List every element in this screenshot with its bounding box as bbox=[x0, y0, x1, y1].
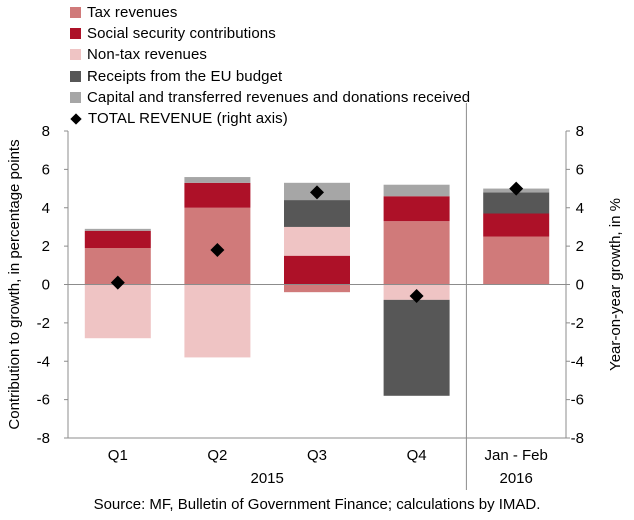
x-tick-label: Q2 bbox=[207, 447, 227, 464]
y2-tick-label: 4 bbox=[576, 200, 584, 217]
legend-label: TOTAL REVENUE (right axis) bbox=[88, 110, 288, 128]
bar-segment bbox=[483, 236, 550, 285]
legend-swatch-non-tax-revenues bbox=[70, 49, 81, 61]
total-revenue-marker bbox=[409, 289, 424, 304]
total-revenue-marker bbox=[110, 275, 125, 290]
y2-tick-label: -8 bbox=[571, 430, 584, 447]
bar-segment bbox=[383, 196, 450, 222]
y-tick-label: -6 bbox=[37, 392, 50, 409]
legend-item-social-security: Social security contributions bbox=[70, 23, 470, 44]
bar-segment bbox=[284, 255, 350, 285]
bar-segment bbox=[284, 200, 350, 227]
bar-segment bbox=[383, 184, 450, 197]
legend-item-capital-revenues: Capital and transferred revenues and don… bbox=[70, 87, 470, 108]
y2-tick-label: -6 bbox=[571, 392, 584, 409]
y-tick-label: -2 bbox=[37, 315, 50, 332]
bar-segment bbox=[284, 226, 350, 256]
x-tick-label: Q1 bbox=[108, 447, 128, 464]
legend: Tax revenues Social security contributio… bbox=[70, 2, 470, 129]
bar-segment bbox=[84, 228, 151, 231]
y2-tick-label: -2 bbox=[571, 315, 584, 332]
legend-diamond-marker bbox=[70, 112, 82, 125]
total-revenue-marker bbox=[210, 242, 225, 257]
bar-segment bbox=[84, 284, 151, 339]
y-axis-title: Contribution to growth, in percentage po… bbox=[6, 139, 23, 429]
y-tick-label: -8 bbox=[37, 430, 50, 447]
y2-tick-label: 6 bbox=[576, 161, 584, 178]
legend-label: Capital and transferred revenues and don… bbox=[87, 88, 471, 106]
y-tick-label: -4 bbox=[37, 353, 50, 370]
x-tick-label: Jan - Feb bbox=[485, 447, 548, 464]
y-tick-label: 2 bbox=[42, 238, 50, 255]
x-group-label: 2016 bbox=[500, 470, 533, 487]
y2-tick-label: 8 bbox=[576, 123, 584, 140]
y2-tick-label: 2 bbox=[576, 238, 584, 255]
bar-segment bbox=[184, 284, 251, 358]
legend-item-eu-budget: Receipts from the EU budget bbox=[70, 66, 470, 87]
y-tick-label: 6 bbox=[42, 161, 50, 178]
legend-item-total-revenue: TOTAL REVENUE (right axis) bbox=[70, 108, 470, 129]
legend-label: Social security contributions bbox=[87, 25, 276, 43]
y-tick-label: 4 bbox=[42, 200, 50, 217]
y2-tick-label: -4 bbox=[571, 353, 584, 370]
bar-segment bbox=[383, 299, 450, 396]
bar-segment bbox=[184, 182, 251, 208]
legend-swatch-social-security bbox=[70, 28, 81, 40]
total-revenue-marker bbox=[509, 181, 524, 196]
legend-item-tax-revenues: Tax revenues bbox=[70, 2, 470, 23]
y2-axis-title: Year-on-year growth, in % bbox=[607, 198, 624, 371]
x-tick-label: Q3 bbox=[307, 447, 327, 464]
bar-segment bbox=[483, 213, 550, 237]
y-tick-label: 0 bbox=[42, 277, 50, 294]
bar-segment bbox=[284, 284, 350, 293]
bar-segment bbox=[184, 177, 251, 183]
y2-tick-label: 0 bbox=[576, 277, 584, 294]
source-note: Source: MF, Bulletin of Government Finan… bbox=[93, 496, 541, 513]
legend-swatch-capital-revenues bbox=[70, 91, 81, 103]
legend-label: Receipts from the EU budget bbox=[87, 67, 283, 85]
bar-segment bbox=[383, 221, 450, 285]
bar-segment bbox=[483, 192, 550, 214]
total-revenue-marker bbox=[310, 185, 324, 200]
x-tick-label: Q4 bbox=[407, 447, 427, 464]
y-tick-label: 8 bbox=[42, 123, 50, 140]
legend-label: Tax revenues bbox=[87, 4, 178, 22]
x-group-label: 2015 bbox=[251, 470, 284, 487]
legend-swatch-tax-revenues bbox=[70, 7, 81, 19]
legend-swatch-eu-budget bbox=[70, 70, 81, 82]
legend-item-non-tax-revenues: Non-tax revenues bbox=[70, 44, 470, 65]
bar-segment bbox=[84, 230, 151, 249]
legend-label: Non-tax revenues bbox=[87, 46, 207, 64]
